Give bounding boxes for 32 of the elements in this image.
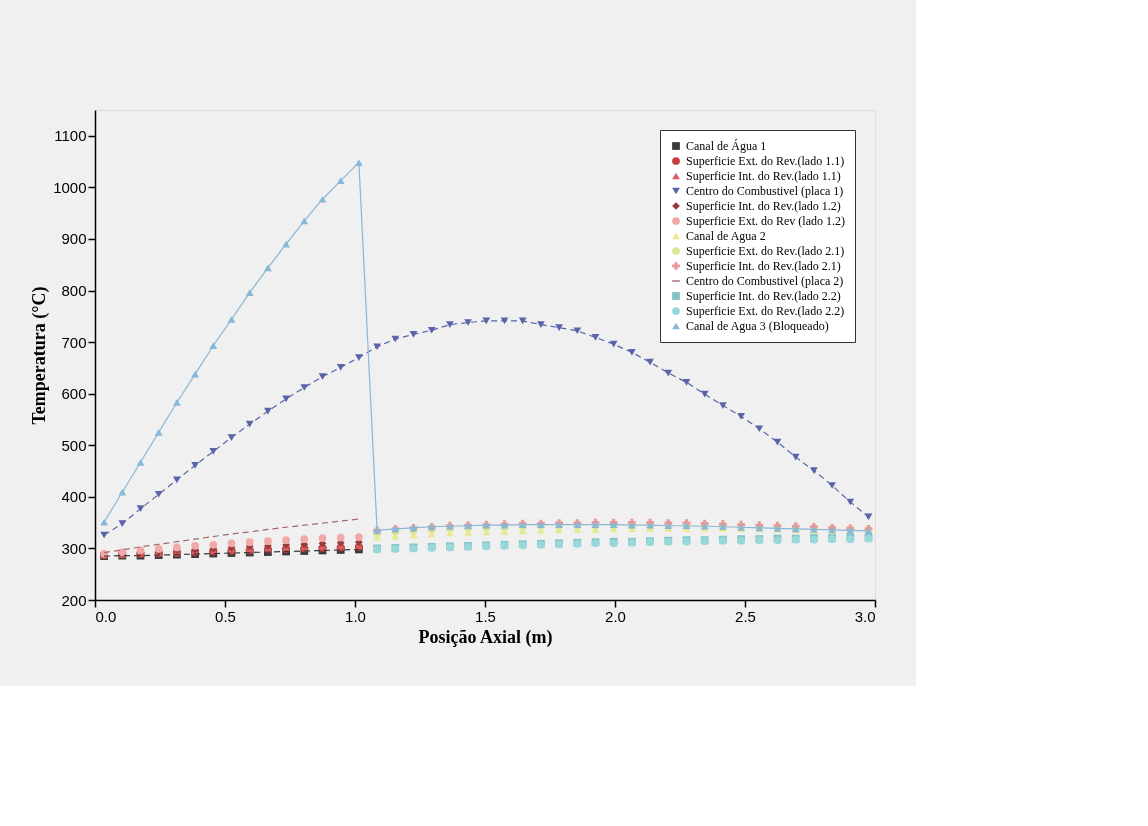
legend-label: Centro do Combustivel (placa 1): [686, 184, 844, 198]
y-tick-label: 400: [61, 488, 87, 506]
legend-label: Superficie Ext. do Rev.(lado 1.1): [686, 154, 845, 168]
legend-label: Superficie Ext. do Rev.(lado 2.2): [686, 304, 845, 318]
legend-label: Superficie Int. do Rev.(lado 2.2): [686, 289, 841, 303]
legend-label: Canal de Agua 3 (Bloqueado): [686, 319, 829, 333]
x-tick-label: 3.0: [854, 607, 876, 625]
legend-label: Canal de Agua 2: [686, 229, 766, 243]
y-tick-label: 300: [61, 539, 87, 557]
y-tick-label: 1000: [53, 178, 87, 196]
x-tick-label: 2.5: [735, 607, 756, 625]
x-tick-label: 1.0: [345, 607, 366, 625]
y-tick-label: 700: [61, 333, 87, 351]
legend-label: Superficie Int. do Rev.(lado 1.2): [686, 199, 841, 213]
y-tick-label: 200: [61, 591, 87, 609]
legend-label: Centro do Combustivel (placa 2): [686, 274, 844, 288]
x-tick-label: 1.5: [475, 607, 496, 625]
x-tick-label: 0.0: [95, 607, 117, 625]
x-tick-label: 2.0: [605, 607, 626, 625]
y-tick-label: 1100: [54, 127, 87, 145]
y-tick-label: 500: [61, 436, 87, 454]
y-tick-label: 900: [61, 230, 87, 248]
x-tick-label: 0.5: [215, 607, 236, 625]
legend-label: Superficie Ext. do Rev.(lado 2.1): [686, 244, 845, 258]
y-axis-title: Temperatura (°C): [29, 286, 51, 425]
legend-label: Superficie Int. do Rev.(lado 1.1): [686, 169, 841, 183]
legend-label: Canal de Água 1: [686, 139, 767, 153]
legend-label: Superficie Int. do Rev.(lado 2.1): [686, 259, 841, 273]
y-tick-label: 800: [61, 282, 87, 300]
legend-label: Superficie Ext. do Rev (lado 1.2): [686, 214, 845, 228]
x-axis-title: Posição Axial (m): [418, 626, 553, 648]
y-tick-label: 600: [61, 385, 87, 403]
